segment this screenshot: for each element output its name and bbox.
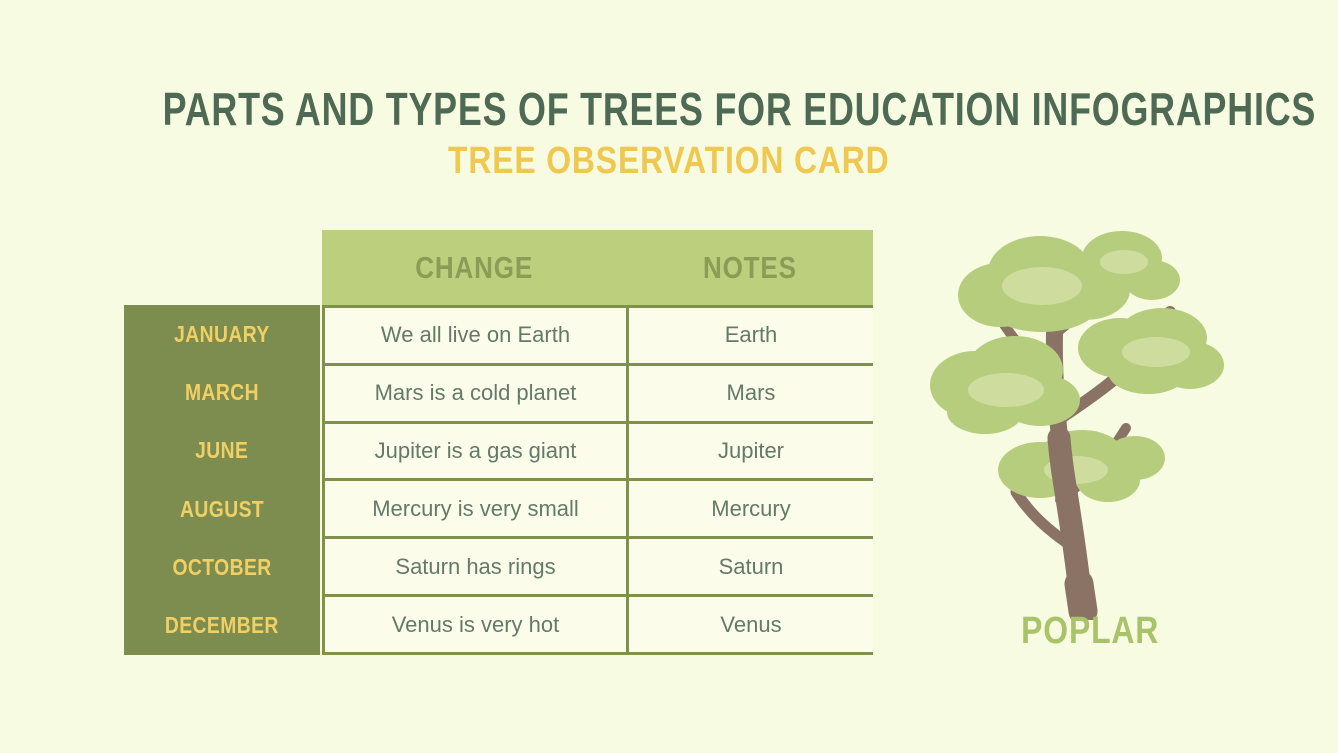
cell-december-change: Venus is very hot <box>325 597 626 652</box>
row-header-january: JANUARY <box>174 320 270 347</box>
cell-october-notes: Saturn <box>629 539 873 595</box>
cell-june-change: Jupiter is a gas giant <box>325 423 626 479</box>
cell-october-change: Saturn has rings <box>325 539 626 595</box>
page-title: PARTS AND TYPES OF TREES FOR EDUCATION I… <box>0 82 1338 136</box>
row-header-december: DECEMBER <box>165 612 279 639</box>
row-header-june: JUNE <box>195 437 249 464</box>
page-subtitle-text: TREE OBSERVATION CARD <box>448 140 890 182</box>
table-body: We all live on Earth Earth Mars is a col… <box>322 305 873 655</box>
cell-march-change: Mars is a cold planet <box>325 365 626 421</box>
cell-august-notes: Mercury <box>629 481 873 537</box>
cell-june-notes: Jupiter <box>629 423 873 479</box>
cell-december-notes: Venus <box>629 597 873 652</box>
page-title-text: PARTS AND TYPES OF TREES FOR EDUCATION I… <box>162 83 1317 135</box>
column-header-notes: NOTES <box>702 249 797 285</box>
row-header-october: OCTOBER <box>172 553 272 580</box>
cell-january-notes: Earth <box>629 308 873 363</box>
table-header-row: CHANGE NOTES <box>322 230 873 305</box>
cell-march-notes: Mars <box>629 365 873 421</box>
row-header-march: MARCH <box>184 378 259 405</box>
poplar-tree-icon <box>930 231 1224 620</box>
column-header-change: CHANGE <box>415 249 533 285</box>
tree-label-text: POPLAR <box>1020 610 1160 652</box>
page-subtitle: TREE OBSERVATION CARD <box>0 140 1338 183</box>
tree-label: POPLAR <box>925 610 1255 653</box>
row-header-august: AUGUST <box>179 495 265 522</box>
cell-august-change: Mercury is very small <box>325 481 626 537</box>
table-month-column: JANUARY MARCH JUNE AUGUST OCTOBER DECEMB… <box>124 305 320 655</box>
cell-january-change: We all live on Earth <box>325 308 626 363</box>
